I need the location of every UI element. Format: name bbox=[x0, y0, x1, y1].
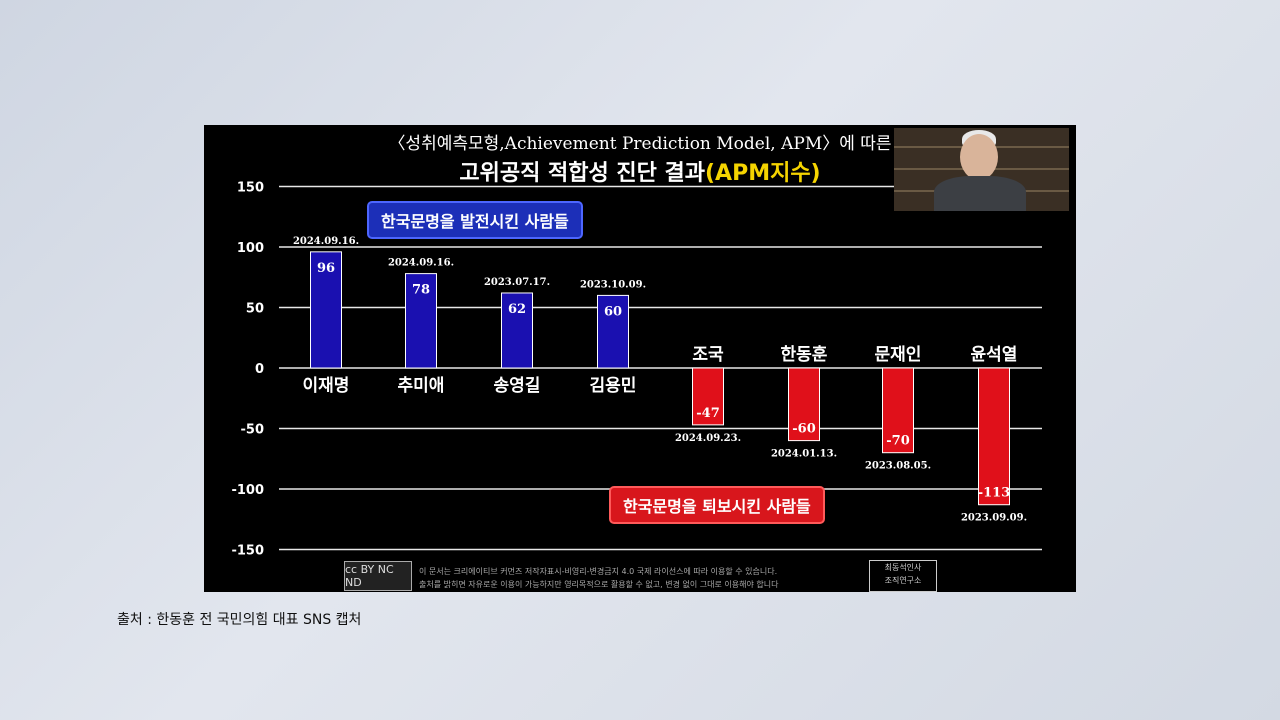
bar bbox=[405, 273, 437, 369]
date-label: 2023.07.17. bbox=[484, 277, 550, 288]
org-line1: 최동석인사 bbox=[884, 563, 922, 572]
chart-title-line2: 고위공직 적합성 진단 결과(APM지수) bbox=[204, 155, 1076, 187]
bar bbox=[597, 294, 629, 369]
date-label: 2024.09.16. bbox=[388, 258, 454, 269]
license-text-line1: 이 문서는 크리에이티브 커먼즈 저작자표시-비영리-변경금지 4.0 국제 라… bbox=[419, 567, 778, 576]
date-label: 2024.09.23. bbox=[675, 433, 741, 444]
data-label: 78 bbox=[412, 283, 430, 298]
bar bbox=[501, 292, 533, 369]
category-label: 문재인 bbox=[875, 345, 922, 365]
category-label: 한동훈 bbox=[781, 344, 828, 365]
date-label: 2024.01.13. bbox=[771, 449, 837, 460]
date-label: 2023.09.09. bbox=[961, 513, 1027, 524]
license-text-line2: 출처를 밝히면 자유로운 이용이 가능하지만 영리목적으로 활용할 수 없고, … bbox=[419, 580, 779, 589]
data-label: -113 bbox=[978, 486, 1011, 501]
chart-title-line1: 〈성취예측모형,Achievement Prediction Model, AP… bbox=[388, 134, 892, 154]
category-label: 김용민 bbox=[590, 376, 637, 396]
video-frame: 150 100 50 0 -50 -100 -150 96 이재명 2024.09.16. 78 추미… bbox=[204, 125, 1076, 592]
y-tick-label: 100 bbox=[237, 241, 264, 256]
data-label: 60 bbox=[604, 304, 622, 319]
negative-group-label: 한국문명을 퇴보시킨 사람들 bbox=[609, 486, 825, 524]
data-label: -70 bbox=[886, 434, 910, 449]
presenter-face bbox=[960, 134, 998, 180]
bar bbox=[692, 367, 724, 426]
license-text: 이 문서는 크리에이티브 커먼즈 저작자표시-비영리-변경금지 4.0 국제 라… bbox=[419, 565, 869, 591]
category-label: 송영길 bbox=[494, 376, 541, 396]
bar bbox=[978, 367, 1010, 506]
data-label: -47 bbox=[696, 406, 720, 421]
y-tick-label: 0 bbox=[255, 362, 264, 377]
org-badge: 최동석인사 조직연구소 bbox=[869, 560, 937, 592]
org-line2: 조직연구소 bbox=[884, 576, 922, 585]
y-tick-label: -150 bbox=[231, 544, 264, 559]
data-label: 96 bbox=[317, 261, 335, 276]
source-caption: 출처 : 한동훈 전 국민의힘 대표 SNS 캡처 bbox=[117, 612, 362, 628]
date-label: 2023.10.09. bbox=[580, 279, 646, 290]
y-tick-label: -50 bbox=[241, 423, 265, 438]
bar bbox=[310, 251, 342, 369]
category-label: 추미애 bbox=[398, 376, 445, 396]
webcam-inset bbox=[894, 128, 1069, 211]
category-label: 이재명 bbox=[303, 376, 350, 396]
date-label: 2023.08.05. bbox=[865, 461, 931, 472]
y-tick-label: 50 bbox=[246, 302, 264, 317]
bar bbox=[882, 367, 914, 454]
category-label: 윤석열 bbox=[971, 345, 1018, 365]
data-label: 62 bbox=[508, 302, 526, 317]
cc-license-badge: cc BY NC ND bbox=[344, 561, 412, 591]
category-label: 조국 bbox=[692, 345, 724, 365]
bar bbox=[788, 367, 820, 442]
chart-title-highlight: (APM지수) bbox=[704, 161, 821, 186]
y-tick-label: 150 bbox=[237, 181, 264, 196]
chart-title-main: 고위공직 적합성 진단 결과 bbox=[459, 161, 705, 186]
positive-group-label: 한국문명을 발전시킨 사람들 bbox=[367, 201, 583, 239]
y-tick-label: -100 bbox=[231, 483, 264, 498]
date-label: 2024.09.16. bbox=[293, 236, 359, 247]
data-label: -60 bbox=[792, 422, 816, 437]
